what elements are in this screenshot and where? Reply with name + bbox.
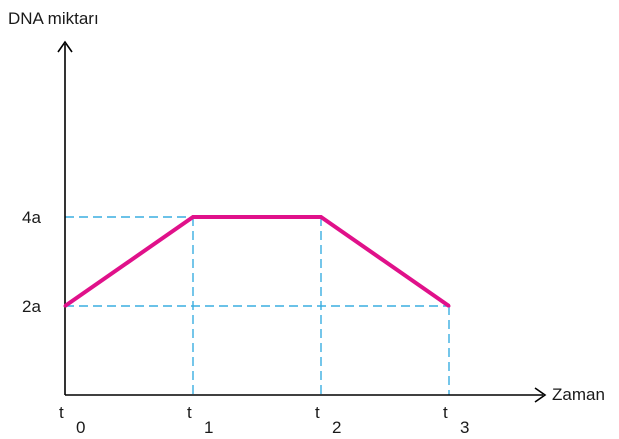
y-tick-label: 2a	[22, 297, 41, 316]
series-layer	[63, 215, 451, 308]
x-tick-base: t	[315, 403, 320, 422]
x-tick-subscript: 2	[332, 418, 341, 437]
x-tick-label: t1	[187, 403, 213, 437]
x-tick-subscript: 3	[460, 418, 469, 437]
y-axis-arrow	[57, 40, 73, 53]
x-tick-base: t	[443, 403, 448, 422]
series-line	[63, 215, 451, 308]
x-axis-arrow	[534, 387, 547, 403]
y-tick-label: 4a	[22, 208, 41, 227]
data-point	[447, 304, 451, 308]
x-tick-subscript: 0	[76, 418, 85, 437]
x-tick-label: t0	[59, 403, 85, 437]
x-tick-base: t	[187, 403, 192, 422]
dashed-guides	[65, 216, 450, 395]
data-point	[63, 304, 67, 308]
data-point	[319, 215, 323, 219]
data-point	[191, 215, 195, 219]
x-tick-base: t	[59, 403, 64, 422]
x-axis-label: Zaman	[552, 385, 605, 404]
y-axis-label: DNA miktarı	[8, 9, 99, 28]
x-tick-label: t2	[315, 403, 341, 437]
x-tick-label: t3	[443, 403, 469, 437]
x-tick-subscript: 1	[204, 418, 213, 437]
y-tick-labels: 2a 4a	[22, 208, 41, 316]
